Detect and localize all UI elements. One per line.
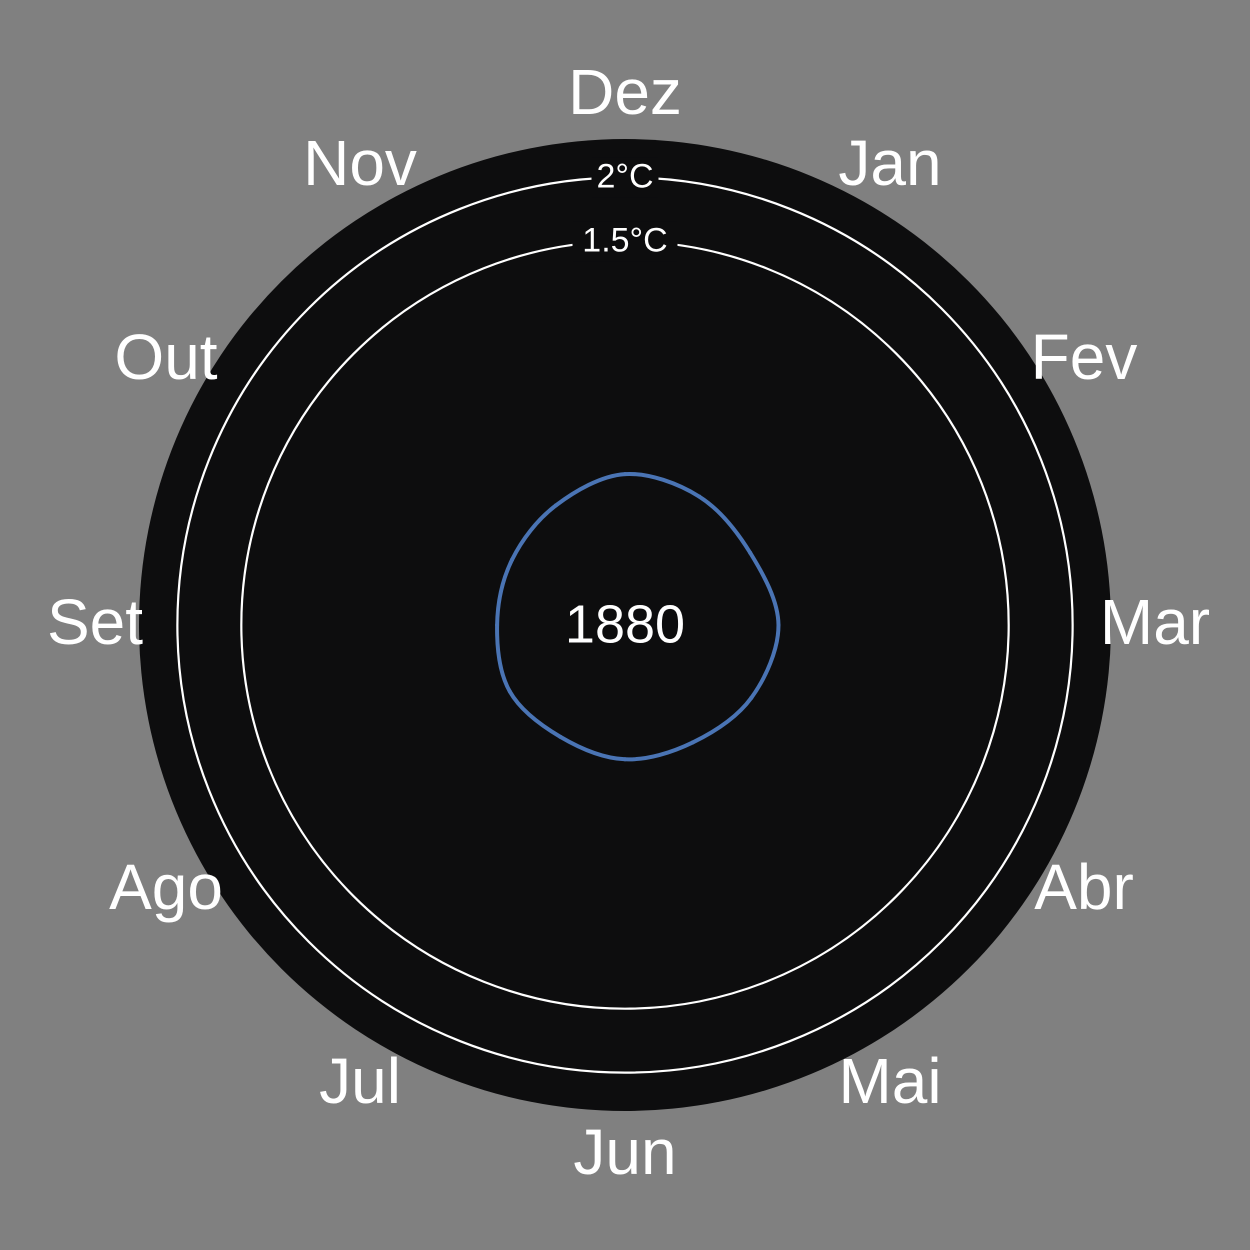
series-point-nov: [553, 503, 558, 508]
reference-ring-label-background: [572, 221, 678, 262]
reference-rings: 2°C 1.5°C: [176, 157, 1074, 1074]
series-point-jul: [558, 734, 563, 739]
reference-ring-label: 2°C: [596, 157, 653, 195]
month-label-jan: Jan: [838, 127, 941, 199]
series-point-jun: [623, 757, 627, 762]
month-label-mai: Mai: [838, 1045, 941, 1117]
month-label-out: Out: [114, 321, 217, 393]
series-point-mai: [690, 740, 695, 745]
series-point-abr: [749, 695, 754, 700]
month-label-mar: Mar: [1100, 586, 1210, 658]
year-label: 1880: [565, 594, 685, 654]
series-point-jan: [697, 494, 702, 499]
month-label-abr: Abr: [1034, 851, 1134, 923]
chart-panel: [139, 139, 1111, 1111]
month-labels: Dez Jan Fev Mar Abr Mai Jun Jul Ago Set Out Nov: [47, 56, 1210, 1188]
month-label-nov: Nov: [303, 127, 417, 199]
month-label-ago: Ago: [109, 851, 223, 923]
series-point-out: [510, 557, 515, 562]
series-point-mar: [776, 623, 781, 627]
month-label-set: Set: [47, 586, 143, 658]
series-point-dez: [623, 472, 627, 477]
month-label-dez: Dez: [568, 56, 682, 128]
month-label-jul: Jul: [319, 1045, 401, 1117]
series-point-ago: [507, 689, 512, 694]
reference-ring-label-background: [591, 157, 659, 198]
series-layer: [495, 472, 781, 762]
month-label-jun: Jun: [573, 1116, 676, 1188]
series-point-set: [495, 623, 500, 627]
month-label-fev: Fev: [1031, 321, 1138, 393]
series-point-fev: [748, 550, 753, 555]
reference-ring-label: 1.5°C: [582, 221, 667, 259]
